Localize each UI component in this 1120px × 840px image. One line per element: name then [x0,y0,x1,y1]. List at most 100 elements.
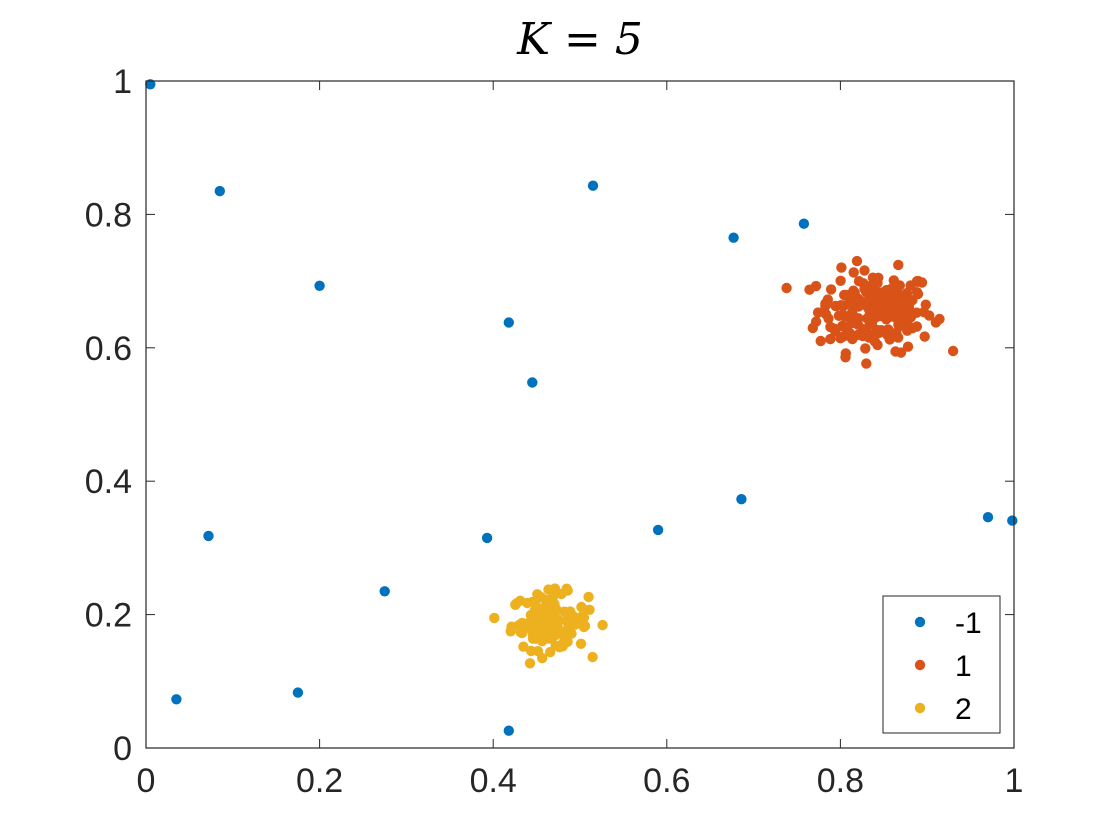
data-point-series-1 [820,309,832,320]
data-point-series-1 [934,313,945,325]
data-point-series-1 [859,265,870,276]
legend-label: 1 [955,650,972,683]
x-tick-label: 0 [137,762,156,800]
data-point-series-2 [532,589,543,600]
data-point-series-2 [518,641,529,652]
data-point-series-1 [901,312,912,324]
data-point-series-0 [982,512,994,523]
data-point-series-1 [820,298,831,309]
data-point-series-1 [835,275,846,286]
data-point-series-0 [171,694,182,705]
data-point-series-2 [578,604,589,615]
y-tick-label: 0.4 [85,463,132,501]
y-tick-label: 0.8 [85,196,132,234]
data-point-series-2 [583,591,594,603]
legend-label: -1 [955,607,982,640]
x-tick-label: 0.4 [470,762,517,800]
data-point-series-0 [503,317,514,328]
legend-marker [914,616,926,628]
data-point-series-1 [853,276,865,287]
data-point-series-1 [840,352,851,363]
data-point-series-2 [578,612,590,623]
data-point-series-1 [830,326,841,337]
data-point-series-1 [861,358,872,369]
data-point-series-1 [863,332,875,343]
data-point-series-1 [851,255,863,267]
data-point-series-1 [947,345,959,357]
data-point-series-1 [812,307,824,318]
data-point-series-2 [489,612,500,624]
data-point-series-2 [549,598,560,610]
data-point-series-2 [526,645,537,657]
data-point-series-1 [903,302,915,313]
data-point-series-2 [597,619,608,631]
data-point-series-1 [890,312,901,323]
data-point-series-1 [878,290,889,301]
data-point-series-0 [145,79,156,90]
data-point-series-1 [871,324,883,336]
data-point-series-2 [556,588,567,600]
data-point-series-0 [587,180,599,191]
x-tick-label: 0.6 [643,762,690,800]
data-point-series-2 [546,614,558,626]
data-point-series-2 [575,638,587,649]
data-point-series-1 [883,324,894,335]
data-point-series-0 [1007,515,1018,526]
data-point-series-2 [562,624,573,635]
data-point-series-2 [545,622,556,634]
data-point-series-0 [652,524,664,536]
x-tick-label: 0.2 [296,762,343,800]
data-point-series-0 [736,494,747,505]
data-point-series-2 [530,608,541,620]
data-point-series-2 [554,642,565,653]
legend-marker [914,659,926,671]
data-point-series-0 [292,687,304,698]
data-point-series-1 [804,284,815,295]
data-point-series-1 [815,335,826,347]
data-point-series-1 [911,276,923,287]
data-point-series-1 [895,347,907,358]
data-point-series-2 [541,632,552,643]
data-point-series-2 [562,636,573,647]
legend-marker [914,702,926,714]
data-point-series-2 [511,598,522,609]
x-tick-label: 0.8 [817,762,864,800]
data-point-series-0 [379,586,390,597]
data-point-series-1 [870,310,881,321]
data-point-series-0 [798,218,810,229]
y-tick-label: 0.6 [85,330,132,368]
data-point-series-1 [872,277,883,289]
data-point-series-1 [831,300,842,312]
data-point-series-1 [918,306,930,318]
data-point-series-1 [860,343,871,354]
data-point-series-2 [579,620,591,632]
data-point-series-1 [886,283,897,294]
data-point-series-2 [561,616,573,627]
y-tick-label: 0 [113,730,132,768]
legend: -1 1 2 [882,595,1001,734]
data-point-series-1 [839,311,851,322]
data-point-series-0 [527,377,538,388]
data-point-series-1 [911,287,923,298]
y-tick-label: 1 [113,63,132,101]
data-point-series-1 [893,259,904,271]
data-point-series-1 [825,284,837,295]
data-point-series-1 [872,339,883,351]
data-point-series-2 [527,633,539,644]
data-point-series-1 [781,282,792,294]
data-point-series-0 [203,530,214,542]
data-point-series-2 [524,658,536,669]
data-point-series-0 [214,185,225,197]
data-point-series-1 [837,331,849,342]
data-point-series-0 [481,532,493,544]
data-point-series-2 [513,620,524,631]
chart-title: K = 5 [516,14,643,65]
data-point-series-2 [587,651,598,663]
data-point-series-1 [882,307,894,318]
x-tick-label: 1 [1005,762,1024,800]
data-point-series-1 [884,332,895,344]
data-point-series-2 [528,622,540,633]
data-points [145,79,1018,736]
data-point-series-0 [503,725,514,736]
